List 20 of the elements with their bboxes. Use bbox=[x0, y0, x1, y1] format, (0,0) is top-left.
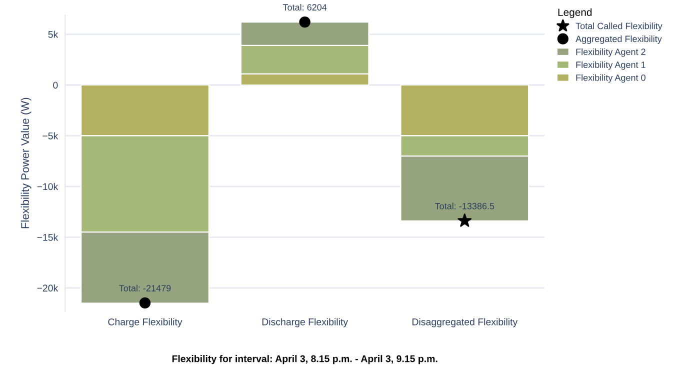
annotation: Total: 6204 bbox=[282, 4, 327, 11]
legend-label: Aggregated Flexibility bbox=[576, 35, 662, 44]
y-tick-label: −10k bbox=[37, 182, 58, 190]
x-tick-label: Charge Flexibility bbox=[108, 318, 182, 328]
y-tick-label: −5k bbox=[42, 132, 58, 140]
legend-label: Flexibility Agent 1 bbox=[576, 61, 646, 70]
legend-label: Flexibility Agent 2 bbox=[576, 48, 646, 57]
y-tick-label: −20k bbox=[37, 284, 58, 292]
y-tick-label: 5k bbox=[48, 30, 58, 38]
annotation: Total: -21479 bbox=[119, 284, 171, 292]
legend-label: Total Called Flexibility bbox=[576, 22, 662, 31]
y-axis-title: Flexibility Power Value (W) bbox=[20, 98, 32, 228]
y-tick-label: −15k bbox=[37, 234, 58, 241]
x-axis-title: Flexibility for interval: April 3, 8.15 p.m. - April 3, 9.15 p.m. bbox=[172, 355, 438, 364]
annotation: Total: -13386.5 bbox=[435, 202, 494, 210]
legend-title: Legend bbox=[558, 8, 592, 18]
legend-label: Flexibility Agent 0 bbox=[576, 74, 646, 83]
x-tick-label: Disaggregated Flexibility bbox=[412, 318, 518, 328]
x-tick-label: Discharge Flexibility bbox=[262, 318, 348, 328]
y-tick-label: 0 bbox=[53, 82, 58, 89]
